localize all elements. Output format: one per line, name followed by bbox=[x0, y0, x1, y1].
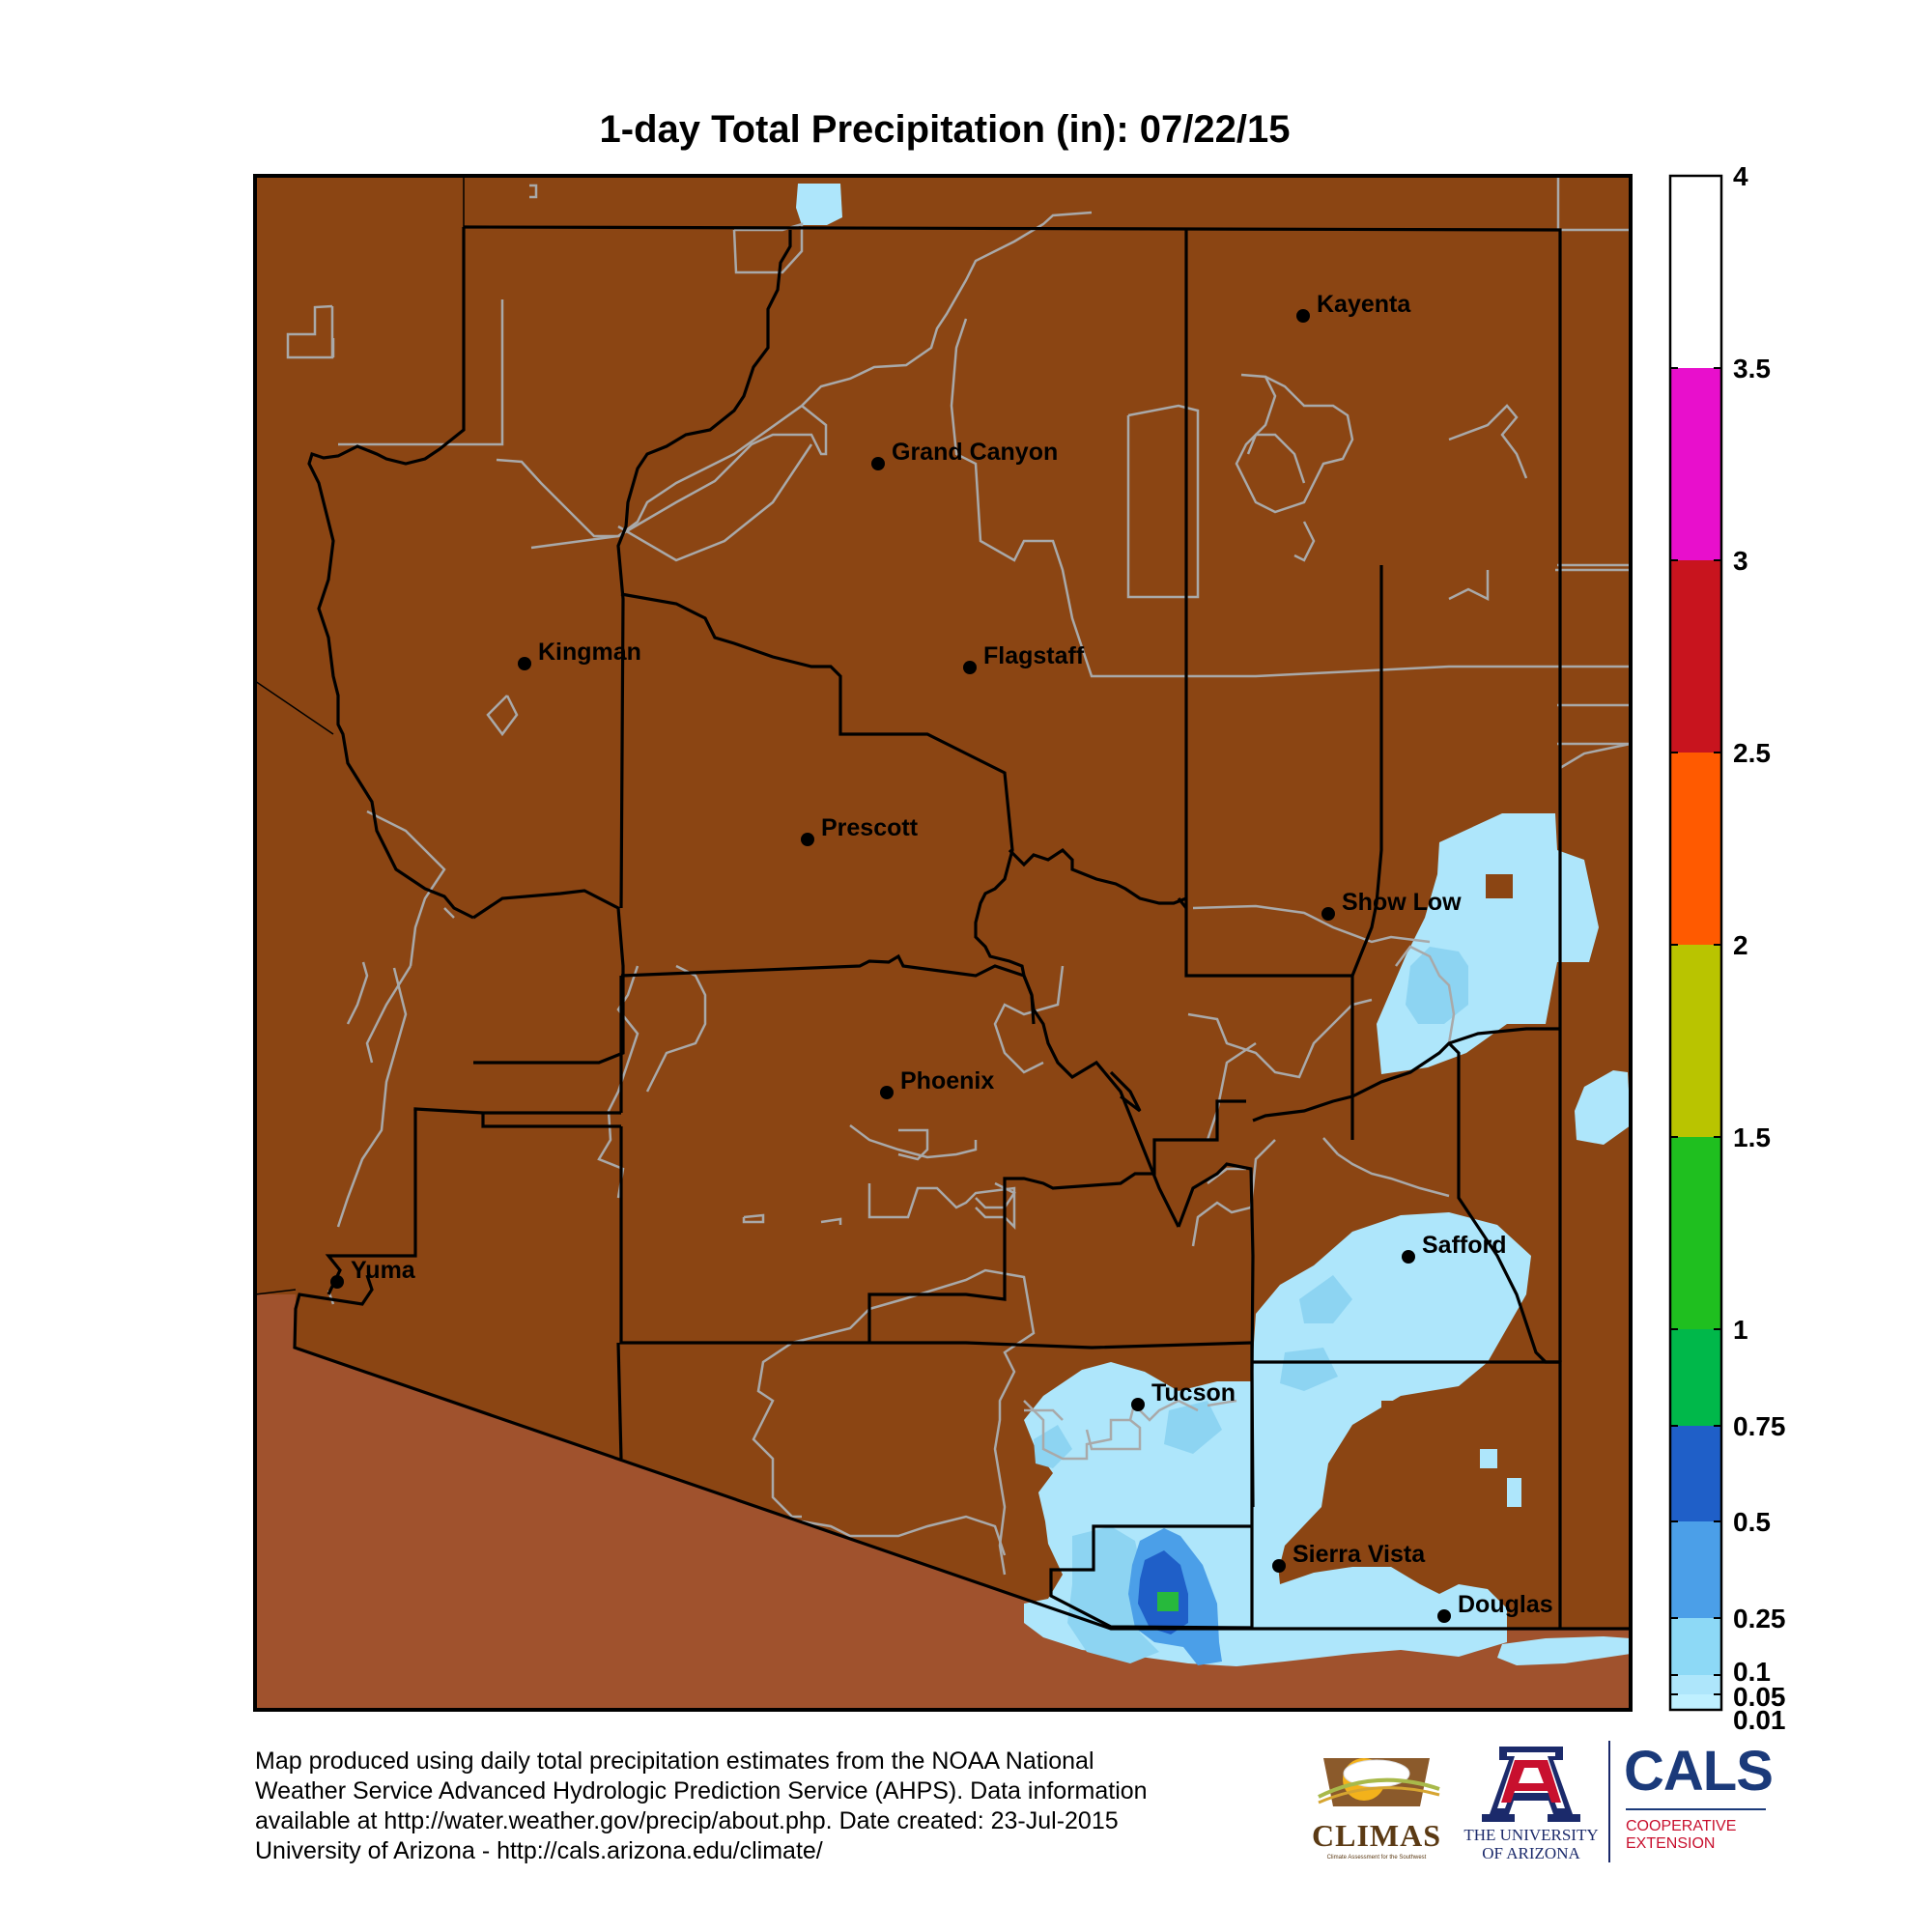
city-label: Douglas bbox=[1458, 1591, 1553, 1618]
cals-logo: CALS COOPERATIVE EXTENSION bbox=[1608, 1739, 1774, 1864]
city-markers: Kayenta Grand Canyon Kingman Flagstaff Presc… bbox=[330, 291, 1553, 1623]
climas-emblem-icon bbox=[1318, 1758, 1440, 1806]
city-dot-icon bbox=[1402, 1250, 1415, 1264]
legend-tick-label: 0.25 bbox=[1733, 1604, 1786, 1634]
legend-tick-label: 2.5 bbox=[1733, 738, 1771, 768]
mexico-region bbox=[255, 1294, 1631, 1710]
logo-divider bbox=[1608, 1741, 1610, 1862]
city-kingman: Kingman bbox=[518, 639, 641, 670]
climas-name: CLIMAS bbox=[1311, 1818, 1441, 1853]
climas-tagline: Climate Assessment for the Southwest bbox=[1326, 1855, 1427, 1861]
county-boundaries bbox=[293, 225, 1631, 1631]
legend-segment bbox=[1670, 1521, 1721, 1618]
cals-rule bbox=[1626, 1808, 1766, 1810]
city-prescott: Prescott bbox=[801, 814, 919, 846]
credit-line: University of Arizona - http://cals.ariz… bbox=[255, 1837, 823, 1864]
legend-tick-label: 0.1 bbox=[1733, 1657, 1771, 1687]
legend-tick-label: 0.01 bbox=[1733, 1705, 1786, 1735]
map-title: 1-day Total Precipitation (in): 07/22/15 bbox=[599, 108, 1291, 151]
credit-line: Map produced using daily total precipita… bbox=[255, 1747, 1094, 1775]
city-douglas: Douglas bbox=[1437, 1591, 1553, 1623]
city-dot-icon bbox=[1296, 309, 1310, 323]
legend-segment bbox=[1670, 1675, 1721, 1694]
city-kayenta: Kayenta bbox=[1296, 291, 1411, 323]
city-label: Sierra Vista bbox=[1293, 1541, 1426, 1568]
legend-frame bbox=[1668, 174, 1723, 1712]
legend-segment bbox=[1670, 368, 1721, 560]
legend-tick-label: 3.5 bbox=[1733, 354, 1771, 384]
university-name-line: THE UNIVERSITY bbox=[1463, 1826, 1599, 1844]
city-phoenix: Phoenix bbox=[880, 1067, 994, 1099]
city-dot-icon bbox=[963, 661, 977, 674]
city-label: Safford bbox=[1422, 1232, 1507, 1259]
city-label: Flagstaff bbox=[983, 642, 1085, 669]
city-dot-icon bbox=[330, 1275, 344, 1289]
city-grand-canyon: Grand Canyon bbox=[871, 439, 1058, 470]
city-dot-icon bbox=[801, 833, 814, 846]
credit-line: Weather Service Advanced Hydrologic Pred… bbox=[255, 1777, 1148, 1804]
credit-line: available at http://water.weather.gov/pr… bbox=[255, 1807, 1119, 1834]
cals-name: CALS bbox=[1624, 1740, 1774, 1803]
city-flagstaff: Flagstaff bbox=[963, 642, 1085, 674]
city-tucson: Tucson bbox=[1131, 1379, 1236, 1411]
city-label: Show Low bbox=[1342, 889, 1462, 916]
city-label: Grand Canyon bbox=[892, 439, 1058, 466]
legend-tick-label: 0.5 bbox=[1733, 1507, 1771, 1537]
city-label: Kingman bbox=[538, 639, 641, 666]
legend-segment bbox=[1670, 1137, 1721, 1329]
city-label: Yuma bbox=[351, 1257, 416, 1284]
city-yuma: Yuma bbox=[330, 1257, 416, 1289]
city-dot-icon bbox=[871, 457, 885, 470]
legend-tick-label: 3 bbox=[1733, 546, 1748, 576]
map-frame bbox=[253, 174, 1633, 1712]
legend-segment bbox=[1670, 753, 1721, 945]
city-show-low: Show Low bbox=[1321, 889, 1462, 921]
legend-segment bbox=[1670, 1694, 1721, 1710]
legend-segment bbox=[1670, 176, 1721, 368]
university-name-line: OF ARIZONA bbox=[1482, 1844, 1580, 1862]
city-dot-icon bbox=[1321, 907, 1335, 921]
university-of-arizona-logo: THE UNIVERSITY OF ARIZONA bbox=[1459, 1739, 1604, 1864]
climas-logo: CLIMAS Climate Assessment for the Southw… bbox=[1304, 1739, 1449, 1864]
university-name: THE UNIVERSITY OF ARIZONA bbox=[1459, 1826, 1604, 1862]
legend-segment bbox=[1670, 945, 1721, 1137]
precip-layer bbox=[796, 184, 1631, 1666]
legend-segment bbox=[1670, 560, 1721, 753]
legend-segment bbox=[1670, 1329, 1721, 1426]
city-dot-icon bbox=[1437, 1609, 1451, 1623]
cals-subtitle-line: EXTENSION bbox=[1626, 1835, 1716, 1852]
cals-subtitle-line: COOPERATIVE bbox=[1626, 1818, 1737, 1834]
city-sierra-vista: Sierra Vista bbox=[1272, 1541, 1426, 1573]
legend-tick-label: 4 bbox=[1733, 161, 1748, 191]
map-credits: Map produced using daily total precipita… bbox=[255, 1747, 1279, 1866]
city-label: Prescott bbox=[821, 814, 919, 841]
city-safford: Safford bbox=[1402, 1232, 1507, 1264]
city-dot-icon bbox=[880, 1086, 894, 1099]
city-label: Tucson bbox=[1151, 1379, 1236, 1406]
legend-tick-label: 1 bbox=[1733, 1315, 1748, 1345]
legend-segment bbox=[1670, 1426, 1721, 1521]
state-lines bbox=[255, 176, 465, 1295]
legend-tick-label: 1.5 bbox=[1733, 1122, 1771, 1152]
city-label: Kayenta bbox=[1317, 291, 1411, 318]
cals-subtitle: COOPERATIVE EXTENSION bbox=[1626, 1818, 1771, 1853]
city-label: Phoenix bbox=[900, 1067, 994, 1094]
legend-tick-label: 0.05 bbox=[1733, 1682, 1786, 1712]
city-dot-icon bbox=[1131, 1398, 1145, 1411]
block-a-icon bbox=[1482, 1747, 1580, 1822]
legend-tick-label: 2 bbox=[1733, 930, 1748, 960]
legend-tick-label: 0.75 bbox=[1733, 1411, 1786, 1441]
precipitation-legend: 4 3.5 3 2.5 2 1.5 1 0.75 0.5 0.25 0.10.050.01 bbox=[1668, 161, 1786, 1735]
legend-segment bbox=[1670, 1618, 1721, 1675]
city-dot-icon bbox=[518, 657, 531, 670]
city-dot-icon bbox=[1272, 1559, 1286, 1573]
